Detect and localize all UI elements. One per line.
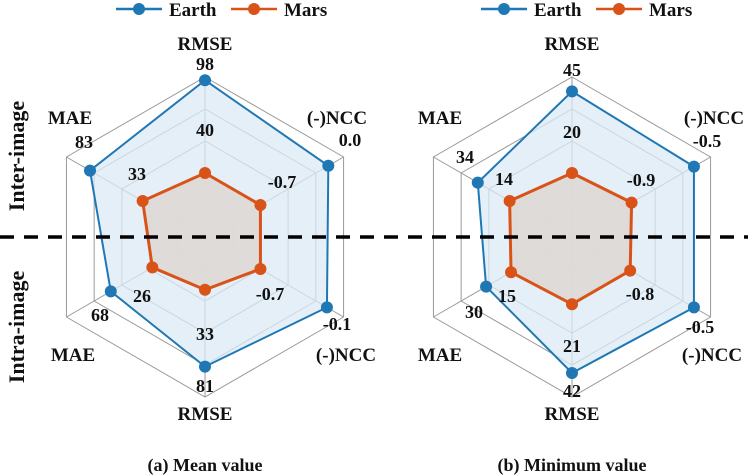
data-label-mars: 40 — [196, 120, 214, 140]
data-label-earth: 30 — [465, 302, 483, 322]
data-label-mars: -0.7 — [256, 284, 285, 304]
axis-label: RMSE — [545, 404, 600, 425]
data-label-earth: 68 — [91, 305, 109, 325]
caption-b: (b) Minimum value — [497, 455, 646, 475]
data-label-earth: -0.5 — [686, 317, 715, 337]
radar-panel-b: 45 -0.5 -0.5 42 30 34 20 -0.9 -0.8 21 15 14 RMSE (-)N… — [418, 34, 744, 425]
series-mars-point — [503, 195, 516, 207]
data-label-earth: 34 — [456, 147, 474, 167]
axis-label: (-)NCC — [684, 108, 744, 129]
data-label-mars: 21 — [563, 336, 581, 356]
legend-mars-label: Mars — [649, 0, 692, 21]
legend-mars-label: Mars — [284, 0, 327, 21]
legend-earth-label: Earth — [169, 0, 217, 21]
axis-label: MAE — [418, 108, 462, 129]
data-label-earth: 83 — [75, 132, 93, 152]
data-label-mars: 33 — [196, 324, 214, 344]
series-earth-point — [83, 164, 96, 177]
axis-label: (-)NCC — [316, 345, 376, 366]
series-mars-point — [566, 298, 578, 311]
data-label-mars: -0.9 — [627, 170, 656, 190]
data-label-mars: 14 — [495, 169, 513, 189]
axis-label: (-)NCC — [682, 345, 742, 366]
series-earth-point — [687, 301, 700, 314]
axis-label: MAE — [418, 345, 462, 366]
series-earth-point — [199, 74, 211, 87]
series-mars-point — [136, 195, 149, 207]
series-mars-point — [566, 167, 578, 179]
side-label-intra: Intra-image — [4, 271, 29, 384]
legend-earth-marker — [133, 3, 145, 15]
radar-panels: 98 0.0 -0.1 81 68 83 40 -0.7 -0.7 33 26 33 RMSE (-)NC… — [48, 34, 744, 425]
axis-label: MAE — [51, 345, 95, 366]
series-earth-point — [322, 159, 335, 172]
legend-mars-marker — [613, 3, 625, 15]
axis-label: MAE — [48, 108, 92, 129]
data-label-earth: 98 — [196, 54, 214, 74]
axis-label: RMSE — [178, 404, 233, 425]
data-label-earth: 81 — [196, 376, 214, 396]
side-label-inter: Inter-image — [4, 101, 29, 212]
series-mars-point — [625, 196, 638, 209]
data-label-mars: -0.8 — [626, 284, 655, 304]
axis-label: (-)NCC — [307, 108, 367, 129]
radar-panel-a: 98 0.0 -0.1 81 68 83 40 -0.7 -0.7 33 26 33 RMSE (-)NC… — [48, 34, 376, 425]
series-earth-point — [480, 280, 493, 293]
series-earth-point — [566, 367, 578, 379]
caption-a: (a) Mean value — [148, 455, 263, 475]
legend-left: Earth Mars — [116, 0, 327, 21]
legend-right: Earth Mars — [481, 0, 692, 21]
data-label-earth: -0.5 — [693, 131, 722, 151]
series-mars-point — [624, 264, 637, 277]
data-label-earth: 0.0 — [339, 130, 362, 150]
series-mars-point — [199, 167, 211, 179]
data-label-mars: 15 — [498, 286, 516, 306]
data-label-earth: -0.1 — [323, 314, 352, 334]
series-earth-point — [687, 160, 700, 173]
data-label-earth: 42 — [563, 381, 581, 401]
series-earth-point — [566, 85, 578, 98]
legend-earth-marker — [498, 3, 510, 15]
series-earth-point — [471, 176, 484, 189]
series-mars-point — [254, 199, 267, 211]
axis-label: RMSE — [545, 34, 600, 55]
axis-label: RMSE — [178, 34, 233, 55]
data-label-mars: 33 — [128, 164, 146, 184]
data-label-mars: -0.7 — [268, 172, 297, 192]
series-earth-point — [199, 360, 211, 373]
series-mars-point — [505, 266, 518, 279]
legend-earth-label: Earth — [534, 0, 582, 21]
legend-mars-marker — [248, 3, 260, 15]
series-earth-point — [320, 301, 333, 314]
data-label-earth: 45 — [563, 60, 581, 80]
series-mars-point — [146, 261, 159, 274]
data-label-mars: 26 — [133, 286, 151, 306]
series-mars-point — [254, 263, 267, 275]
series-mars-point — [199, 283, 211, 296]
data-label-mars: 20 — [563, 122, 581, 142]
series-earth-point — [104, 285, 117, 298]
